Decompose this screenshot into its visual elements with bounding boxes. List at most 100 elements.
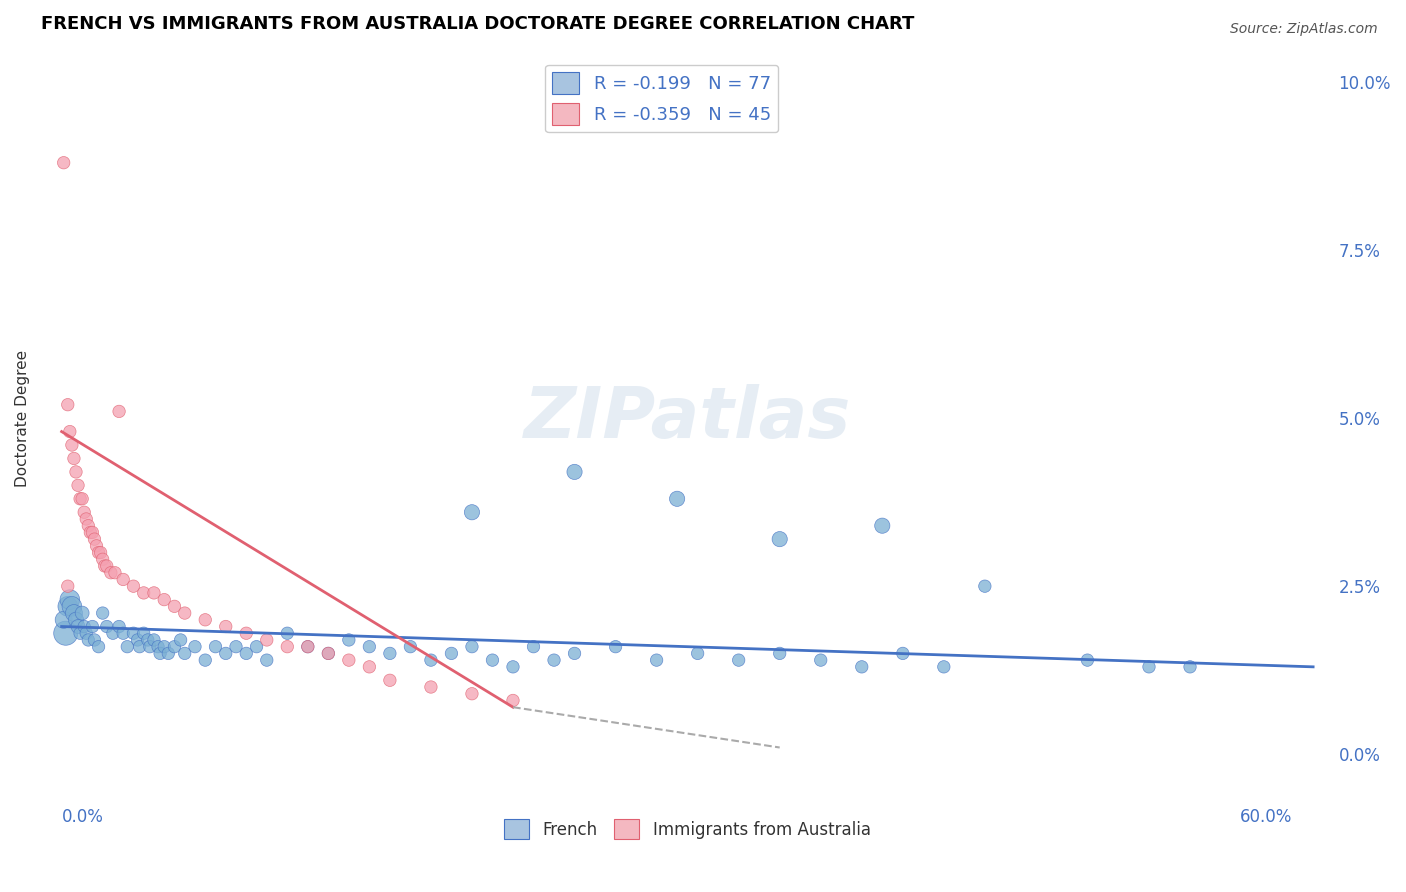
Point bbox=[96, 559, 118, 574]
Y-axis label: Doctorate Degree: Doctorate Degree bbox=[15, 350, 30, 487]
Text: ZIPatlas: ZIPatlas bbox=[523, 384, 851, 452]
Point bbox=[276, 640, 298, 654]
Point bbox=[337, 653, 360, 667]
Point bbox=[318, 647, 340, 661]
Point bbox=[810, 653, 832, 667]
Text: 60.0%: 60.0% bbox=[1240, 808, 1292, 826]
Point bbox=[69, 626, 91, 640]
Point bbox=[75, 626, 97, 640]
Point bbox=[318, 647, 340, 661]
Point bbox=[59, 425, 82, 439]
Point bbox=[481, 653, 503, 667]
Point bbox=[1076, 653, 1098, 667]
Point bbox=[297, 640, 319, 654]
Point bbox=[56, 599, 79, 614]
Point bbox=[122, 579, 145, 593]
Point bbox=[70, 491, 93, 506]
Point bbox=[215, 647, 238, 661]
Point bbox=[184, 640, 207, 654]
Point bbox=[146, 640, 169, 654]
Point bbox=[83, 532, 105, 546]
Point bbox=[297, 640, 319, 654]
Point bbox=[153, 592, 176, 607]
Point bbox=[173, 606, 195, 620]
Point bbox=[65, 613, 87, 627]
Point bbox=[564, 465, 586, 479]
Point bbox=[52, 155, 75, 169]
Point bbox=[132, 626, 155, 640]
Point bbox=[163, 599, 186, 614]
Point bbox=[142, 586, 165, 600]
Point bbox=[139, 640, 162, 654]
Point bbox=[52, 613, 75, 627]
Point bbox=[245, 640, 267, 654]
Point bbox=[73, 505, 96, 519]
Point bbox=[225, 640, 247, 654]
Point bbox=[502, 660, 524, 674]
Point bbox=[90, 545, 112, 559]
Point bbox=[440, 647, 463, 661]
Point bbox=[60, 599, 83, 614]
Point bbox=[378, 673, 401, 688]
Text: FRENCH VS IMMIGRANTS FROM AUSTRALIA DOCTORATE DEGREE CORRELATION CHART: FRENCH VS IMMIGRANTS FROM AUSTRALIA DOCT… bbox=[41, 15, 914, 33]
Point bbox=[87, 640, 110, 654]
Point bbox=[666, 491, 689, 506]
Point bbox=[100, 566, 122, 580]
Point bbox=[127, 632, 149, 647]
Point bbox=[256, 632, 278, 647]
Point bbox=[461, 687, 484, 701]
Point bbox=[91, 552, 114, 566]
Point bbox=[63, 451, 86, 466]
Point bbox=[59, 592, 82, 607]
Point bbox=[1178, 660, 1201, 674]
Point bbox=[605, 640, 627, 654]
Point bbox=[891, 647, 914, 661]
Point bbox=[932, 660, 955, 674]
Point bbox=[82, 525, 104, 540]
Point bbox=[117, 640, 139, 654]
Point bbox=[149, 647, 172, 661]
Point bbox=[56, 579, 79, 593]
Point bbox=[564, 647, 586, 661]
Point bbox=[851, 660, 873, 674]
Point bbox=[1137, 660, 1160, 674]
Point bbox=[136, 632, 159, 647]
Point bbox=[461, 505, 484, 519]
Point bbox=[96, 619, 118, 633]
Point bbox=[67, 619, 90, 633]
Point bbox=[55, 626, 77, 640]
Point bbox=[419, 680, 441, 694]
Point bbox=[79, 525, 101, 540]
Point bbox=[769, 532, 792, 546]
Point bbox=[128, 640, 150, 654]
Point bbox=[67, 478, 90, 492]
Point bbox=[359, 640, 381, 654]
Point bbox=[502, 693, 524, 707]
Point bbox=[108, 404, 131, 418]
Text: 0.0%: 0.0% bbox=[62, 808, 104, 826]
Point bbox=[686, 647, 709, 661]
Point bbox=[86, 539, 108, 553]
Point bbox=[215, 619, 238, 633]
Legend: French, Immigrants from Australia: French, Immigrants from Australia bbox=[498, 813, 877, 846]
Point bbox=[122, 626, 145, 640]
Point bbox=[399, 640, 422, 654]
Point bbox=[60, 438, 83, 452]
Point bbox=[872, 518, 894, 533]
Point bbox=[87, 545, 110, 559]
Point bbox=[142, 632, 165, 647]
Point bbox=[69, 491, 91, 506]
Point bbox=[419, 653, 441, 667]
Point bbox=[378, 647, 401, 661]
Point bbox=[169, 632, 191, 647]
Point bbox=[70, 606, 93, 620]
Point bbox=[204, 640, 226, 654]
Point bbox=[194, 613, 217, 627]
Point bbox=[112, 626, 135, 640]
Point bbox=[75, 512, 97, 526]
Point bbox=[83, 632, 105, 647]
Point bbox=[153, 640, 176, 654]
Point bbox=[173, 647, 195, 661]
Point bbox=[769, 647, 792, 661]
Point bbox=[65, 465, 87, 479]
